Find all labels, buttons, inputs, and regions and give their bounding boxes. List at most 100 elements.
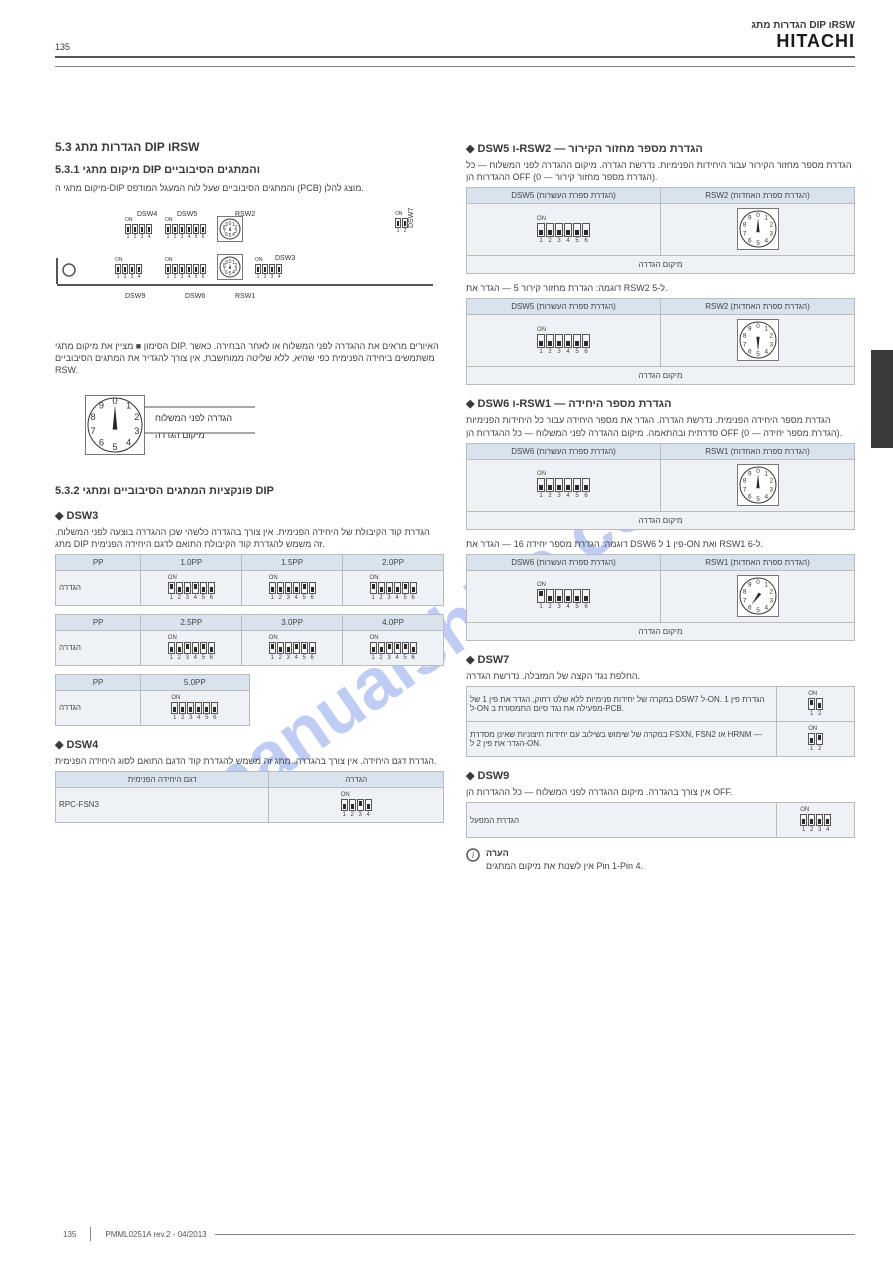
page-header: 135 הגדרות מתג DIP וRSW HITACHI — [55, 20, 855, 77]
svg-text:1: 1 — [764, 470, 768, 477]
svg-text:4: 4 — [764, 493, 768, 500]
dsw3-th2-model: PP — [56, 614, 141, 630]
right-column: ◆ DSW5 ו‑RSW2 — הגדרת מספר מחזור הקירור … — [466, 130, 855, 876]
svg-text:5: 5 — [112, 442, 117, 452]
b1t2-pos: מיקום הגדרה — [467, 367, 855, 385]
svg-text:DSW6: DSW6 — [185, 293, 205, 300]
b1t1-dip: ON123456 — [537, 216, 590, 244]
dsw9-title: ◆ DSW9 — [466, 769, 855, 782]
svg-text:0: 0 — [756, 323, 760, 330]
dsw3-th-model: PP — [56, 554, 141, 570]
svg-text:7: 7 — [742, 597, 746, 604]
svg-text:9: 9 — [225, 260, 228, 266]
svg-text:4: 4 — [232, 270, 235, 276]
svg-text:2: 2 — [769, 477, 773, 484]
b2t1-dip: ON123456 — [537, 471, 590, 499]
svg-text:2: 2 — [769, 222, 773, 229]
svg-text:8: 8 — [91, 411, 96, 421]
left-column: 5.3 הגדרות מתג DIP וRSW 5.3.1 מיקום מתגי… — [55, 130, 444, 876]
dsw3-th3-model: PP — [56, 674, 141, 690]
header-page-num: 135 — [55, 42, 70, 52]
note-title: הערה — [486, 848, 643, 858]
b2t1-rotary: 0123456789 — [737, 464, 779, 506]
svg-text:8: 8 — [742, 222, 746, 229]
pcb-dsw6: ON123456 — [165, 258, 206, 280]
dsw7-para: החלפת נגד הקצה של המזבלה. נדרשת הגדרה. — [466, 670, 855, 682]
svg-text:5: 5 — [756, 496, 760, 503]
left-title3: 5.3.2 פונקציות המתגים הסיבוביים ומתגי DI… — [55, 485, 444, 497]
b2t1-h1: DSW6 (הגדרת ספרת העשרות) — [467, 443, 661, 459]
block2-table2: DSW6 (הגדרת ספרת העשרות) RSW1 (הגדרת ספר… — [466, 554, 855, 641]
dsw7-row1: במקרה של יחידות פנימיות ללא שלט רחוק, הג… — [467, 686, 777, 721]
rotary-demo-dial: 0123456789 — [85, 395, 145, 455]
b1t2-dip: ON123456 — [537, 327, 590, 355]
svg-text:0: 0 — [756, 579, 760, 586]
dsw3-dip-25: ON123456 — [168, 635, 215, 661]
svg-text:1: 1 — [126, 400, 131, 410]
svg-text:7: 7 — [742, 342, 746, 349]
svg-text:5: 5 — [229, 271, 232, 277]
block1-table2: DSW5 (הגדרת ספרת העשרות) RSW2 (הגדרת ספר… — [466, 298, 855, 385]
dsw4-row-label: RPC-FSN3 — [56, 787, 269, 822]
svg-text:9: 9 — [99, 400, 104, 410]
svg-text:7: 7 — [742, 231, 746, 238]
left-para-1: מיקום מתגי ה‑DIP והמתגים הסיבוביים שעל ל… — [55, 182, 444, 194]
main-columns: 5.3 הגדרות מתג DIP וRSW 5.3.1 מיקום מתגי… — [55, 130, 855, 876]
b2t2-rotary: 0123456789 — [737, 575, 779, 617]
note-block: i הערה אין לשנות את מיקום המתגים Pin 1‑P… — [466, 848, 855, 876]
svg-text:RSW1: RSW1 — [235, 293, 255, 300]
dsw3-title: ◆ DSW3 — [55, 509, 444, 522]
footer: 135 PMML0251A rev.2 - 04/2013 — [55, 1227, 855, 1241]
dsw3-table-bot: PP 5.0PP הגדרה ON123456 — [55, 674, 250, 726]
dsw3-th-25: 2.5PP — [141, 614, 242, 630]
footer-left: 135 — [55, 1230, 84, 1239]
block2-example: דוגמה: הגדרת מספר יחידה 16 — הגדר את DSW… — [466, 538, 855, 550]
dsw4-title: ◆ DSW4 — [55, 738, 444, 751]
svg-text:1: 1 — [764, 215, 768, 222]
svg-text:4: 4 — [764, 349, 768, 356]
dsw3-th-10: 1.0PP — [141, 554, 242, 570]
pcb-dsw4: ON1234 — [125, 218, 152, 240]
svg-text:0: 0 — [756, 212, 760, 219]
svg-text:8: 8 — [742, 477, 746, 484]
b2t1-h2: RSW1 (הגדרת ספרת האחדות) — [661, 443, 855, 459]
svg-text:2: 2 — [134, 411, 139, 421]
svg-text:4: 4 — [764, 238, 768, 245]
pcb-dsw9: ON1234 — [115, 258, 142, 280]
block1-para: הגדרת מספר מחזור הקירור עבור היחידות הפנ… — [466, 159, 855, 183]
dsw9-para: אין צורך בהגדרה. מיקום ההגדרה לפני המשלו… — [466, 786, 855, 798]
svg-text:6: 6 — [747, 493, 751, 500]
svg-text:2: 2 — [769, 333, 773, 340]
dsw3-th-15: 1.5PP — [242, 554, 343, 570]
dsw3-dip-20: ON123456 — [370, 575, 417, 601]
svg-text:DSW9: DSW9 — [125, 293, 145, 300]
dsw4-table: דגם היחידה הפנימית הגדרה RPC-FSN3 ON1234 — [55, 771, 444, 823]
svg-text:9: 9 — [747, 582, 751, 589]
info-icon: i — [466, 848, 480, 862]
svg-text:9: 9 — [747, 470, 751, 477]
svg-text:0: 0 — [756, 468, 760, 475]
svg-text:9: 9 — [225, 222, 228, 228]
pcb-rsw2: 0123456789 — [217, 216, 243, 242]
header-rule-thick — [55, 56, 855, 58]
dsw3-table-mid: PP 2.5PP 3.0PP 4.0PP הגדרה ON123456 ON12… — [55, 614, 444, 666]
svg-text:3: 3 — [769, 597, 773, 604]
pcb-rsw1: 0123456789 — [217, 254, 243, 280]
svg-text:1: 1 — [764, 326, 768, 333]
pcb-dsw7: ON12 — [395, 212, 408, 234]
svg-text:5: 5 — [756, 607, 760, 614]
brand-logo: HITACHI — [751, 31, 855, 52]
svg-text:3: 3 — [769, 342, 773, 349]
svg-text:0: 0 — [112, 396, 117, 406]
b2t2-pos: מיקום הגדרה — [467, 622, 855, 640]
block1-title: ◆ DSW5 ו‑RSW2 — הגדרת מספר מחזור הקירור — [466, 142, 855, 155]
dsw3-row1-label: הגדרה — [56, 570, 141, 605]
footer-rule — [215, 1234, 855, 1235]
dsw7-table: במקרה של יחידות פנימיות ללא שלט רחוק, הג… — [466, 686, 855, 757]
svg-text:5: 5 — [756, 240, 760, 247]
footer-divider — [90, 1227, 91, 1241]
note-body: אין לשנות את מיקום המתגים Pin 1‑Pin 4. — [486, 860, 643, 872]
dsw7-dip2: ON12 — [808, 726, 823, 752]
svg-text:5: 5 — [229, 233, 232, 239]
svg-text:5: 5 — [756, 351, 760, 358]
